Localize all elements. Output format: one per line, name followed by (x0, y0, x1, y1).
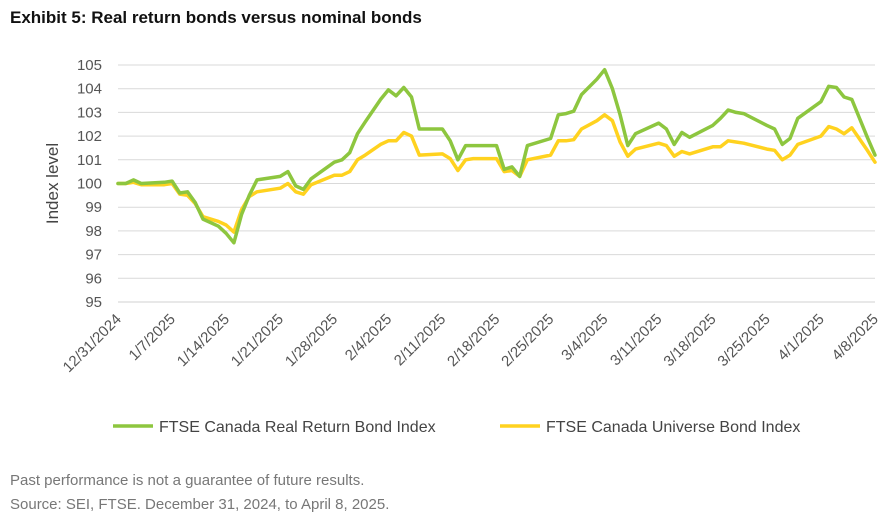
y-tick-label: 100 (77, 176, 102, 193)
x-tick-label: 1/7/2025 (126, 311, 179, 364)
x-tick-label: 2/18/2025 (444, 311, 503, 370)
x-tick-label: 1/14/2025 (174, 311, 233, 370)
x-tick-label: 3/11/2025 (607, 311, 665, 369)
y-tick-label: 96 (85, 270, 102, 287)
x-tick-label: 2/4/2025 (342, 311, 395, 364)
universe-series-line (116, 113, 877, 234)
y-tick-label: 99 (85, 199, 102, 216)
y-axis-label: Index level (43, 143, 62, 224)
x-tick-label: 1/21/2025 (228, 311, 287, 370)
y-tick-label: 97 (85, 247, 102, 264)
x-tick-label: 3/4/2025 (558, 311, 611, 364)
source-note: Source: SEI, FTSE. December 31, 2024, to… (10, 496, 390, 513)
x-tick-label: 2/25/2025 (498, 311, 557, 370)
legend-label: FTSE Canada Universe Bond Index (546, 419, 800, 436)
x-tick-label: 2/11/2025 (391, 311, 449, 369)
y-tick-label: 95 (85, 294, 102, 311)
chart-title: Exhibit 5: Real return bonds versus nomi… (10, 8, 422, 27)
y-tick-label: 102 (77, 128, 102, 145)
x-tick-label: 3/18/2025 (660, 311, 719, 370)
line-chart: 12/31/2024 1/7/20251/14/20251/21/20251/28… (43, 57, 882, 436)
y-tick-label: 98 (85, 223, 102, 240)
x-tick-label: 4/1/2025 (774, 311, 827, 364)
y-tick-labels: 95 96 97 98 99 100 101 102 103 104 105 (77, 57, 102, 311)
x-tick-labels: 12/31/2024 1/7/20251/14/20251/21/20251/28… (60, 311, 882, 376)
x-tick-label: 4/8/2025 (829, 311, 882, 364)
x-tick-label: 12/31/2024 (60, 311, 125, 376)
y-tick-label: 101 (77, 152, 102, 169)
x-tick-label: 1/28/2025 (282, 311, 341, 370)
performance-disclaimer: Past performance is not a guarantee of f… (10, 472, 365, 489)
y-tick-label: 104 (77, 81, 102, 98)
x-tick-label: 3/25/2025 (714, 311, 773, 370)
legend-label: FTSE Canada Real Return Bond Index (159, 419, 436, 436)
y-tick-label: 103 (77, 104, 102, 121)
gridlines (118, 64, 875, 303)
series-lines (116, 67, 877, 245)
legend: FTSE Canada Real Return Bond Index FTSE C… (113, 419, 800, 436)
real-return-series-line (116, 67, 877, 245)
y-tick-label: 105 (77, 57, 102, 74)
